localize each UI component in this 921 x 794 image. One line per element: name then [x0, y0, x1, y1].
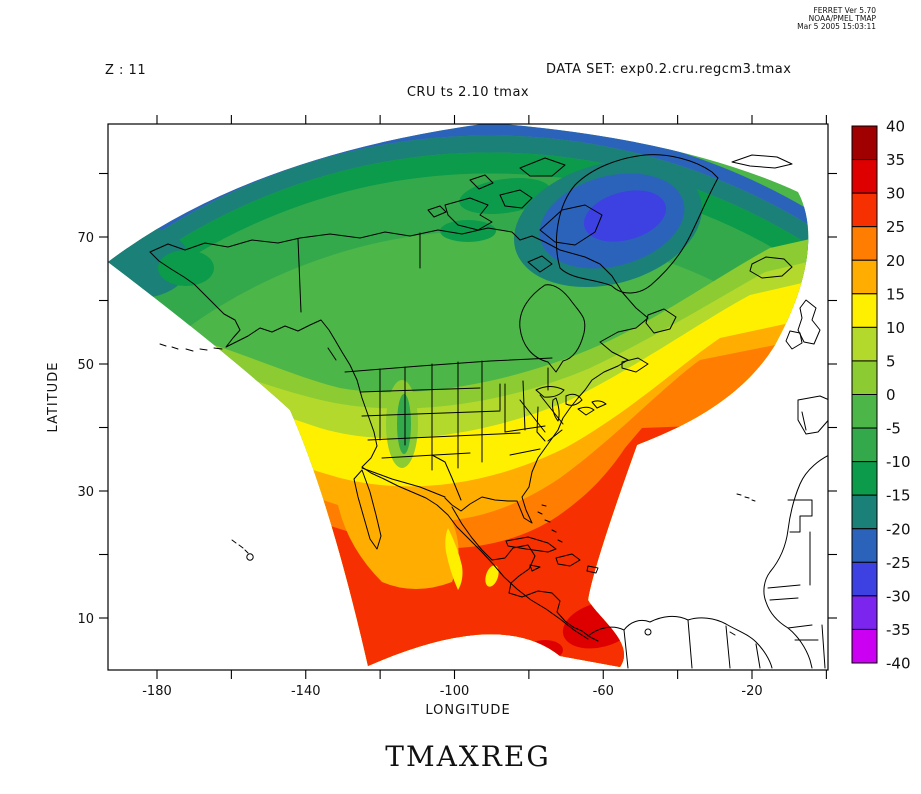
africa-coast [736, 455, 828, 669]
colorbar-tick-label: 0 [886, 386, 896, 404]
colorbar-cell [851, 159, 878, 194]
y-axis-title: LATITUDE [46, 362, 61, 433]
credit-line-1: FERRET Ver 5.70 [813, 6, 876, 15]
y-tick-label: 10 [77, 612, 94, 627]
field-band-minus15 [108, 135, 809, 667]
nova-scotia [621, 357, 649, 373]
arctic-islands [427, 157, 603, 273]
colorbar-cell [851, 125, 878, 161]
hawaii-islands [231, 539, 254, 561]
colorbar-labels: 40 35 30 25 20 15 10 5 0 -5 -10 -15 -20 -25 -30 -35 -40 [886, 118, 911, 673]
colorbar-cell [851, 192, 878, 228]
z-level-label: Z : 11 [105, 63, 146, 78]
us-canada-border [344, 357, 553, 373]
colorbar-tick-label: -20 [886, 520, 911, 538]
y-tick-label: 50 [77, 358, 94, 373]
colorbar-cell [851, 326, 878, 362]
colorbar-tick-label: -40 [886, 655, 911, 673]
axis-ticks [99, 115, 837, 679]
iberia [797, 395, 828, 435]
x-tick-label: -100 [440, 684, 470, 699]
colorbar-tick-label: -5 [886, 420, 901, 438]
aleutian-islands [159, 343, 223, 352]
colorbar-tick-label: -30 [886, 587, 911, 605]
axis-tick-labels: -180 -140 -100 -60 -20 70 50 30 10 [77, 231, 762, 699]
pacific-coast [149, 251, 589, 640]
caribbean-islands [505, 504, 599, 574]
credit-line-2: NOAA/PMEL TMAP [809, 14, 877, 23]
colorbar-tick-label: 35 [886, 151, 905, 169]
credit-line-3: Mar 5 2005 15:03:11 [797, 22, 876, 31]
field-sierra-streak [445, 528, 463, 590]
great-britain [797, 299, 821, 345]
ireland [785, 330, 803, 350]
colorbar-cell [851, 461, 878, 496]
field-arctic-patch [440, 220, 496, 242]
colorbar-tick-label: -25 [886, 554, 911, 572]
colorbar-tick-label: 20 [886, 252, 905, 270]
vancouver-island [327, 347, 337, 361]
colorbar-tick-label: 25 [886, 218, 905, 236]
iceland [749, 256, 793, 279]
colorbar-cell [851, 628, 878, 664]
colorbar-cell [851, 293, 878, 328]
field-west-tip-green [158, 250, 214, 286]
colorbar-tick-label: 40 [886, 118, 905, 136]
colorbar-cell [851, 226, 878, 261]
dataset-label: DATA SET: exp0.2.cru.regcm3.tmax [546, 62, 791, 77]
colorbar-cell [851, 360, 878, 395]
colorbar-cell [851, 259, 878, 295]
north-america-coast [149, 227, 649, 524]
x-tick-label: -180 [142, 684, 172, 699]
alaska-border [297, 238, 302, 313]
field-band-minus20 [108, 124, 809, 667]
colorbar-tick-label: -15 [886, 487, 911, 505]
field-band-minus10 [108, 152, 809, 667]
baja-california [353, 469, 382, 550]
colorbar-cell [851, 595, 878, 630]
colorbar-cell [851, 561, 878, 597]
field-rockies-cold [397, 394, 411, 454]
colorbar-cell [851, 528, 878, 563]
field-sierra-spot [485, 565, 499, 587]
variable-title: TMAXREG [385, 740, 550, 773]
colorbar-tick-label: 15 [886, 285, 905, 303]
colorbar-cell [851, 394, 878, 429]
colorbar-tick-label: -35 [886, 621, 911, 639]
coastlines [149, 154, 828, 669]
plot-frame [107, 123, 829, 671]
south-america-coast [587, 615, 773, 669]
colorbar-cell [851, 494, 878, 530]
us-mexico-border [361, 467, 446, 498]
colorbar [851, 125, 878, 664]
colorbar-tick-label: 30 [886, 185, 905, 203]
great-lakes [535, 386, 607, 422]
field-mexican-plateau [338, 497, 459, 589]
credit-block: FERRET Ver 5.70 NOAA/PMEL TMAP Mar 5 200… [797, 6, 876, 31]
newfoundland [645, 308, 677, 334]
x-tick-label: -20 [741, 684, 762, 699]
greenland-coast [555, 154, 719, 294]
colorbar-tick-label: 5 [886, 352, 896, 370]
hudson-bay [519, 284, 586, 373]
x-tick-label: -60 [593, 684, 614, 699]
y-tick-label: 30 [77, 485, 94, 500]
x-axis-title: LONGITUDE [425, 703, 510, 718]
y-tick-label: 70 [77, 231, 94, 246]
plot-title: CRU ts 2.10 tmax [407, 85, 529, 100]
field-greenland-core [583, 190, 667, 242]
colorbar-tick-label: -10 [886, 453, 911, 471]
x-tick-label: -140 [291, 684, 321, 699]
us-state-borders [359, 360, 564, 501]
colorbar-tick-label: 10 [886, 319, 905, 337]
field-hot-spot [527, 640, 563, 660]
norway-fragment [731, 154, 793, 169]
colorbar-cell [851, 427, 878, 463]
